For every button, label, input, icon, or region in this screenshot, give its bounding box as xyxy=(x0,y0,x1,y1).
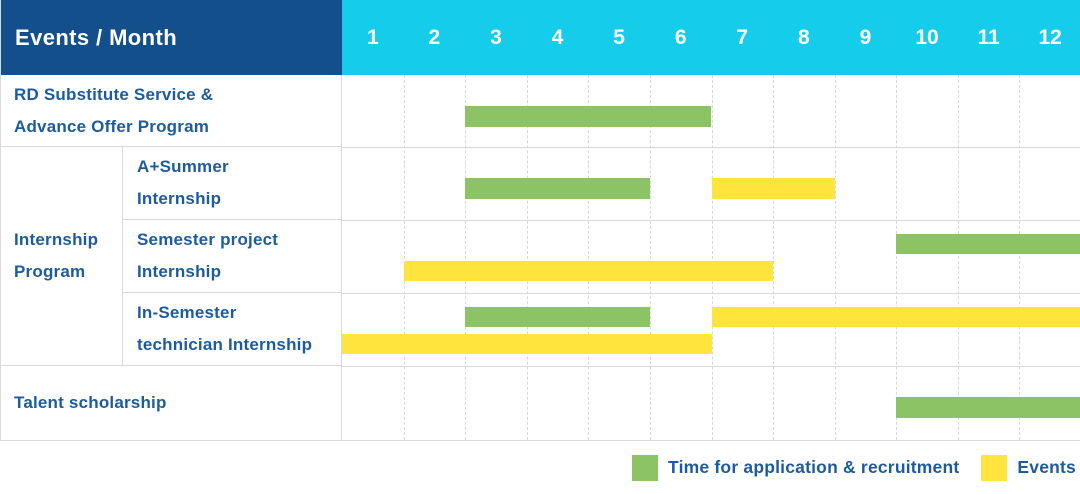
row-label-talent-scholarship: Talent scholarship xyxy=(1,366,342,441)
month-gridline xyxy=(649,75,651,440)
month-gridline xyxy=(834,75,836,440)
month-header-12: 12 xyxy=(1038,25,1062,49)
gantt-chart-area xyxy=(342,75,1080,441)
month-header-3: 3 xyxy=(490,25,502,49)
gantt-bar-application-m10-m12 xyxy=(896,397,1080,418)
gantt-bar-application-m3-m5 xyxy=(465,307,650,327)
month-gridline xyxy=(773,75,775,440)
month-header-11: 11 xyxy=(977,25,1000,49)
gantt-bar-events-m7-m12 xyxy=(711,307,1080,327)
month-gridline xyxy=(526,75,528,440)
month-header-row: 1 2 3 4 5 6 7 8 9 10 11 12 xyxy=(342,0,1080,75)
month-gridline xyxy=(588,75,590,440)
month-gridline xyxy=(957,75,959,440)
gantt-bar-application-m10-m12 xyxy=(896,234,1080,254)
row-label-text: RD Substitute Service & Advance Offer Pr… xyxy=(14,84,214,136)
green-swatch-icon xyxy=(632,454,659,481)
legend-item-application: Time for application & recruitment xyxy=(632,454,960,481)
legend: Time for application & recruitment Event… xyxy=(0,441,1080,494)
gantt-bar-application-m3-m6 xyxy=(465,106,712,127)
gantt-bar-application-m3-m5 xyxy=(465,178,650,199)
row-label-text: Talent scholarship xyxy=(14,393,167,412)
row-label-a-plus-summer: A+Summer Internship xyxy=(123,147,342,220)
row-separator xyxy=(342,147,1080,148)
legend-label: Time for application & recruitment xyxy=(668,457,960,477)
group-label-internship-program: Internship Program xyxy=(1,147,123,366)
month-header-9: 9 xyxy=(859,25,872,49)
header-events-month-cell: Events / Month xyxy=(1,0,342,75)
month-gridline xyxy=(711,75,713,440)
month-gridline xyxy=(896,75,898,440)
month-header-10: 10 xyxy=(915,25,939,49)
month-header-8: 8 xyxy=(797,25,810,49)
month-gridline xyxy=(1019,75,1021,440)
events-month-table: Events / Month 1 2 3 4 5 6 7 8 9 10 11 12 RD Substi… xyxy=(0,0,1080,441)
month-header-4: 4 xyxy=(551,25,564,49)
month-header-6: 6 xyxy=(674,25,687,49)
month-header-7: 7 xyxy=(736,25,749,49)
row-label-in-semester-technician: In-Semester technician Internship xyxy=(123,293,342,366)
legend-item-events: Events xyxy=(981,454,1076,481)
gantt-bar-events-m7-m8 xyxy=(711,178,835,199)
row-label-text: A+Summer Internship xyxy=(137,157,229,208)
table-title: Events / Month xyxy=(15,24,178,50)
row-label-text: In-Semester technician Internship xyxy=(137,303,313,354)
month-gridline xyxy=(403,75,405,440)
row-label-semester-project: Semester project Internship xyxy=(123,220,342,293)
month-header-2: 2 xyxy=(428,25,441,49)
gantt-bar-events-m2-m7 xyxy=(403,261,774,281)
month-header-5: 5 xyxy=(613,25,625,49)
yellow-swatch-icon xyxy=(981,454,1008,481)
month-gridline xyxy=(465,75,467,440)
gantt-bar-events-m1-m6 xyxy=(342,334,712,354)
row-label-text: Semester project Internship xyxy=(137,230,279,281)
row-label-rd-substitute: RD Substitute Service & Advance Offer Pr… xyxy=(1,75,342,147)
row-separator xyxy=(342,220,1080,221)
month-header-1: 1 xyxy=(366,25,379,49)
row-separator xyxy=(342,366,1080,367)
legend-label: Events xyxy=(1017,457,1076,477)
row-separator xyxy=(342,293,1080,294)
group-label-text: Internship Program xyxy=(14,230,99,281)
